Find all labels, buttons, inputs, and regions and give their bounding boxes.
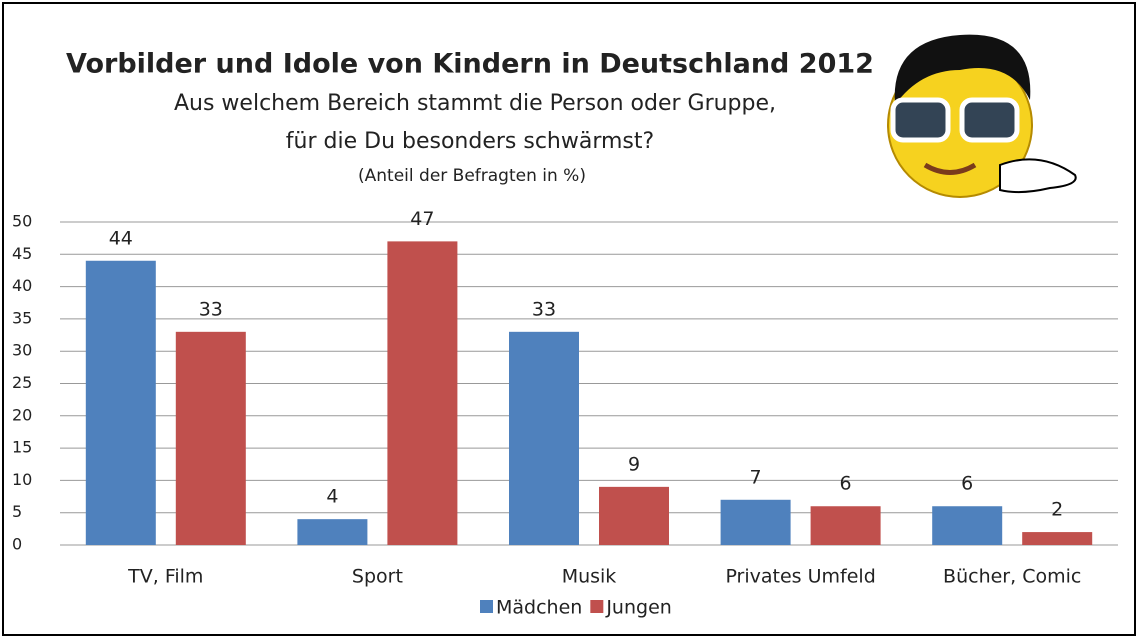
subtitle: für die Du besonders schwärmst? [286, 129, 654, 154]
bar [509, 331, 579, 545]
bar [599, 486, 669, 545]
value-label: 47 [410, 208, 434, 230]
bar [387, 241, 458, 545]
legend-label: Mädchen [496, 597, 582, 619]
y-tick-label: 45 [12, 244, 32, 263]
emoji [887, 34, 1077, 198]
y-tick-label: 40 [12, 276, 32, 295]
y-tick-label: 50 [12, 212, 32, 231]
bar [720, 499, 791, 545]
bar [297, 519, 368, 545]
bar [932, 506, 1003, 545]
chart-title: Vorbilder und Idole von Kindern in Deuts… [66, 49, 874, 80]
y-tick-label: 5 [12, 502, 22, 521]
legend-swatch [590, 600, 604, 613]
value-label: 33 [199, 298, 223, 320]
value-label: 44 [109, 227, 133, 249]
bar [85, 260, 156, 545]
x-tick-label: Privates Umfeld [725, 566, 875, 588]
bar [1022, 532, 1093, 545]
y-tick-label: 15 [12, 438, 32, 457]
subtitle: Aus welchem Bereich stammt die Person od… [174, 91, 776, 116]
value-label: 7 [750, 466, 762, 488]
value-label: 6 [840, 473, 852, 495]
legend-swatch [480, 600, 493, 613]
note: (Anteil der Befragten in %) [358, 166, 586, 186]
y-tick-label: 0 [12, 535, 22, 554]
x-tick-label: TV, Film [127, 566, 203, 588]
value-label: 4 [326, 486, 338, 508]
bar [175, 331, 246, 545]
y-tick-label: 35 [12, 308, 32, 327]
x-tick-label: Sport [352, 566, 403, 588]
y-tick-label: 30 [12, 341, 32, 360]
legend-label: Jungen [605, 597, 671, 619]
y-tick-label: 10 [12, 470, 32, 489]
value-label: 33 [532, 298, 556, 320]
y-tick-label: 20 [12, 405, 32, 424]
value-label: 2 [1051, 499, 1063, 521]
value-label: 6 [961, 473, 973, 495]
y-tick-label: 25 [12, 373, 32, 392]
value-label: 9 [628, 453, 640, 475]
x-tick-label: Bücher, Comic [943, 566, 1081, 588]
bar [810, 506, 881, 545]
x-tick-label: Musik [562, 566, 617, 588]
